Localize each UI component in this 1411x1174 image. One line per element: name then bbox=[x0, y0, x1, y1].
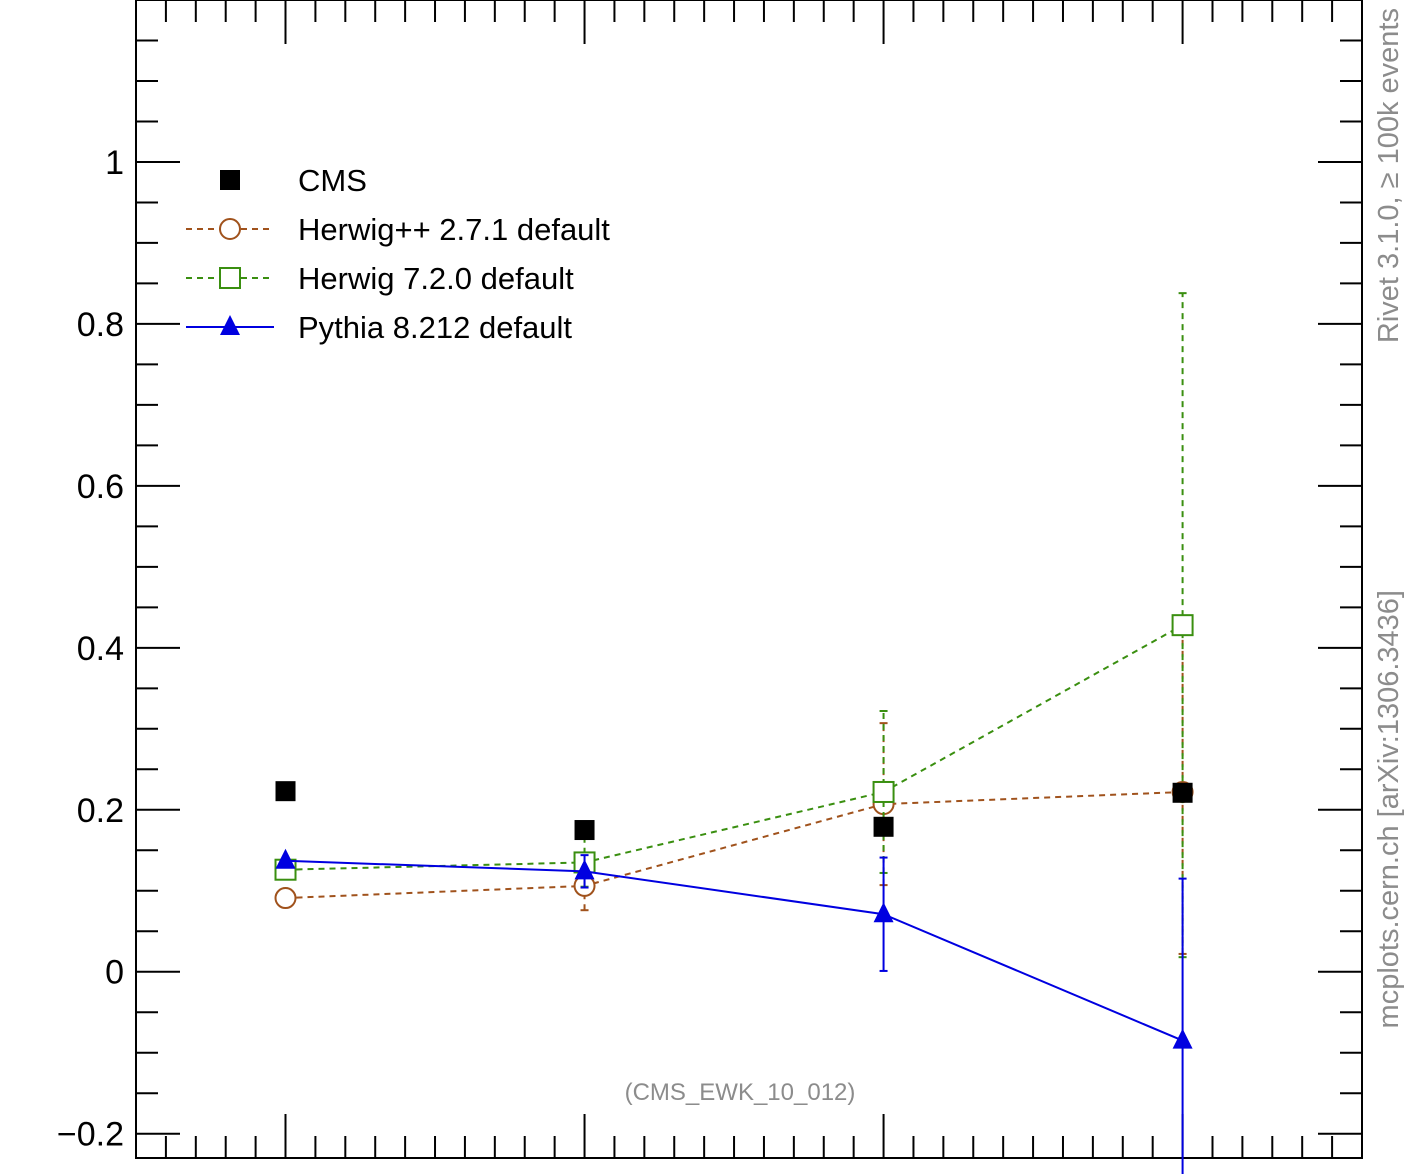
y-tick-label: 1 bbox=[105, 144, 124, 182]
y-tick-label: 0.4 bbox=[77, 630, 124, 668]
series-cms bbox=[275, 781, 1193, 841]
series-layer bbox=[274, 292, 1194, 1174]
data-point bbox=[1172, 782, 1193, 803]
y-tick-label: 0.6 bbox=[77, 468, 124, 506]
y-tick-labels: −0.2 0 0.2 0.4 0.6 0.8 1 bbox=[57, 144, 124, 1154]
data-point bbox=[1172, 1028, 1193, 1049]
series-herwig-2-7-1-default bbox=[274, 629, 1194, 955]
legend-marker bbox=[220, 315, 240, 335]
legend-marker bbox=[219, 218, 241, 240]
series-herwig-7-2-0-default bbox=[274, 292, 1194, 959]
annotation-label: (CMS_EWK_10_012) bbox=[625, 1079, 856, 1106]
legend-label: Herwig++ 2.7.1 default bbox=[298, 212, 610, 247]
y-tick-label: −0.2 bbox=[57, 1116, 124, 1154]
y-tick-label: 0.8 bbox=[77, 306, 124, 344]
legend-marker bbox=[220, 170, 240, 190]
series-line bbox=[285, 624, 1184, 871]
legend: CMS Herwig++ 2.7.1 default Herwig 7.2.0 de… bbox=[186, 163, 610, 345]
data-point bbox=[275, 848, 296, 869]
series-pythia-8-212-default bbox=[275, 848, 1193, 1174]
data-point bbox=[574, 820, 595, 841]
plot-frame bbox=[135, 0, 1363, 1159]
legend-marker bbox=[219, 267, 241, 289]
data-point bbox=[574, 859, 595, 880]
data-point bbox=[873, 902, 894, 923]
y-tick-label: 0.2 bbox=[77, 792, 124, 830]
legend-label: Herwig 7.2.0 default bbox=[298, 261, 574, 296]
legend-label: Pythia 8.212 default bbox=[298, 310, 572, 345]
data-point bbox=[1171, 614, 1194, 637]
data-point bbox=[873, 816, 894, 837]
axis-ticks bbox=[135, 0, 1363, 1158]
y-tick-label: 0 bbox=[105, 954, 124, 992]
series-line bbox=[285, 790, 1183, 900]
data-point bbox=[274, 887, 297, 910]
legend-label: CMS bbox=[298, 163, 367, 198]
series-line bbox=[285, 859, 1183, 1042]
data-point bbox=[275, 781, 296, 802]
data-point bbox=[872, 780, 895, 803]
mcplots-side-label: mcplots.cern.ch [arXiv:1306.3436] bbox=[1373, 590, 1405, 1028]
rivet-side-label: Rivet 3.1.0, ≥ 100k events bbox=[1373, 8, 1405, 343]
